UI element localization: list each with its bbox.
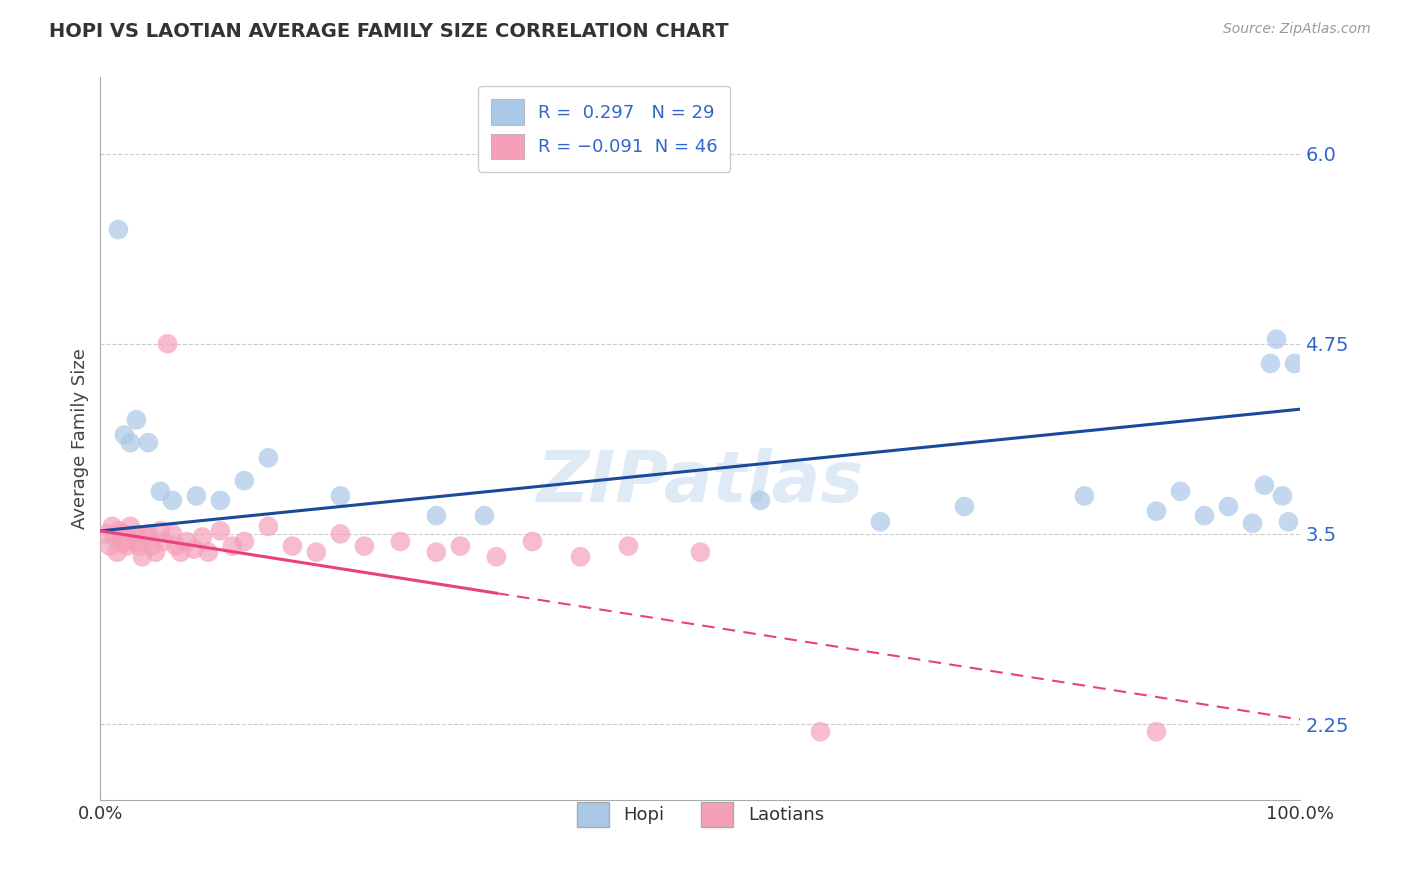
Point <box>1146 504 1168 518</box>
Point <box>305 545 328 559</box>
Point <box>1284 357 1306 371</box>
Point <box>197 545 219 559</box>
Point <box>474 508 496 523</box>
Point <box>221 539 243 553</box>
Point <box>425 508 447 523</box>
Point <box>569 549 592 564</box>
Point <box>101 519 124 533</box>
Point <box>176 534 198 549</box>
Point <box>186 489 208 503</box>
Point <box>156 336 179 351</box>
Point <box>125 527 148 541</box>
Text: Source: ZipAtlas.com: Source: ZipAtlas.com <box>1223 22 1371 37</box>
Text: HOPI VS LAOTIAN AVERAGE FAMILY SIZE CORRELATION CHART: HOPI VS LAOTIAN AVERAGE FAMILY SIZE CORR… <box>49 22 728 41</box>
Legend: Hopi, Laotians: Hopi, Laotians <box>569 795 831 835</box>
Point <box>98 539 121 553</box>
Point <box>953 500 976 514</box>
Point <box>1146 724 1168 739</box>
Point <box>689 545 711 559</box>
Point <box>425 545 447 559</box>
Point <box>153 534 176 549</box>
Point <box>135 530 157 544</box>
Point <box>96 527 118 541</box>
Point <box>353 539 375 553</box>
Point <box>122 534 145 549</box>
Point <box>233 534 256 549</box>
Point <box>810 724 832 739</box>
Point <box>209 493 232 508</box>
Point <box>1241 516 1264 531</box>
Point <box>111 536 134 550</box>
Point <box>1253 478 1275 492</box>
Point <box>257 519 280 533</box>
Point <box>329 489 352 503</box>
Point <box>105 545 128 559</box>
Point <box>149 484 172 499</box>
Point <box>191 530 214 544</box>
Point <box>115 539 138 553</box>
Point <box>281 539 304 553</box>
Point <box>1265 332 1288 346</box>
Point <box>257 450 280 465</box>
Point <box>141 539 163 553</box>
Point <box>128 539 150 553</box>
Point <box>138 435 160 450</box>
Point <box>389 534 412 549</box>
Y-axis label: Average Family Size: Average Family Size <box>72 349 89 529</box>
Point <box>1218 500 1240 514</box>
Point <box>1073 489 1095 503</box>
Point <box>145 545 167 559</box>
Point <box>170 545 193 559</box>
Point <box>869 515 891 529</box>
Point <box>485 549 508 564</box>
Point <box>1271 489 1294 503</box>
Point <box>449 539 471 553</box>
Point <box>125 413 148 427</box>
Point <box>165 539 187 553</box>
Point <box>120 435 142 450</box>
Point <box>522 534 544 549</box>
Point <box>149 524 172 538</box>
Point <box>1170 484 1192 499</box>
Point <box>233 474 256 488</box>
Point <box>329 527 352 541</box>
Point <box>162 493 184 508</box>
Point <box>131 549 153 564</box>
Point <box>104 530 127 544</box>
Point <box>108 524 131 538</box>
Point <box>112 527 135 541</box>
Point <box>1277 515 1299 529</box>
Point <box>138 527 160 541</box>
Point <box>1194 508 1216 523</box>
Point <box>617 539 640 553</box>
Point <box>749 493 772 508</box>
Point <box>183 542 205 557</box>
Text: ZIPatlas: ZIPatlas <box>537 448 865 516</box>
Point <box>1260 357 1282 371</box>
Point <box>209 524 232 538</box>
Point <box>120 519 142 533</box>
Point <box>112 428 135 442</box>
Point <box>107 222 129 236</box>
Point <box>162 527 184 541</box>
